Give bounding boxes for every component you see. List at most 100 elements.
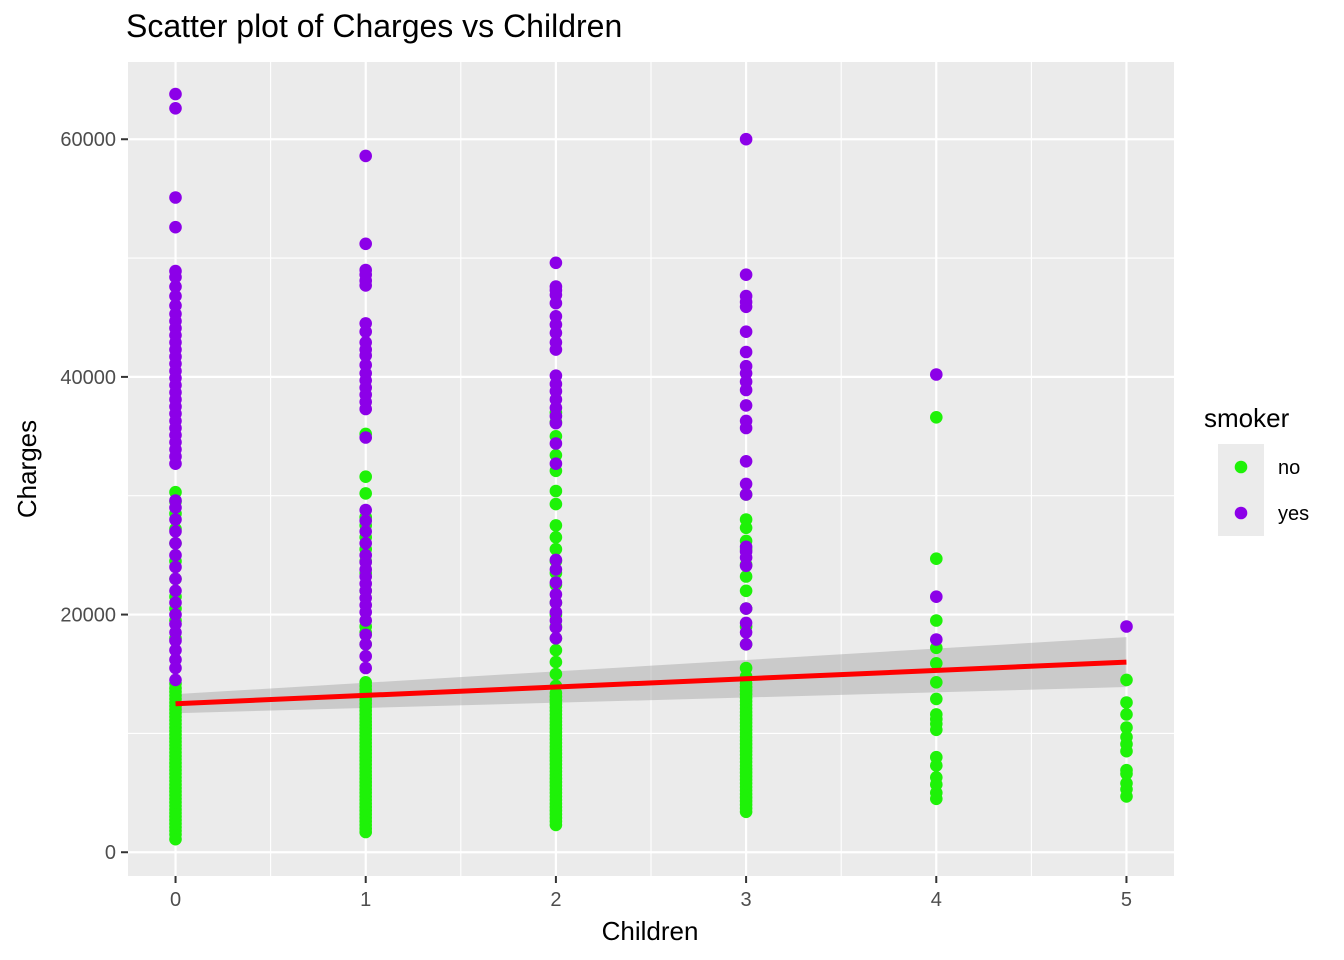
data-point-no	[1120, 777, 1133, 790]
data-point-yes	[739, 132, 753, 146]
data-point-no	[930, 657, 943, 670]
data-point-yes	[739, 638, 753, 651]
x-tick-label: 3	[741, 889, 752, 911]
data-point-yes	[549, 457, 563, 471]
series-yes	[169, 87, 1133, 687]
data-point-yes	[359, 358, 373, 372]
data-point-no	[930, 708, 943, 721]
y-axis: 0 20000 40000 60000	[60, 129, 128, 864]
data-point-yes	[739, 488, 753, 501]
data-point-yes	[549, 437, 563, 450]
data-point-yes	[359, 431, 373, 444]
data-point-no	[930, 614, 943, 627]
data-point-yes	[169, 643, 182, 657]
legend-dot-no	[1234, 460, 1248, 474]
data-point-yes	[169, 299, 182, 312]
data-point-no	[1120, 673, 1133, 687]
data-point-yes	[549, 336, 563, 349]
x-tick-label: 4	[931, 889, 942, 911]
data-point-yes	[549, 632, 563, 645]
data-point-no	[1120, 708, 1133, 721]
data-point-yes	[169, 289, 182, 303]
data-point-yes	[359, 263, 373, 277]
data-point-yes	[549, 588, 563, 601]
data-point-no	[549, 667, 563, 681]
data-point-yes	[549, 576, 563, 589]
data-point-yes	[739, 345, 753, 359]
legend-title: smoker	[1204, 403, 1290, 433]
data-point-yes	[739, 414, 753, 428]
data-point-no	[549, 497, 563, 511]
data-point-yes	[739, 477, 753, 491]
data-point-no	[739, 570, 753, 583]
data-point-yes	[930, 633, 943, 646]
data-point-yes	[739, 359, 753, 373]
data-point-no	[359, 676, 373, 689]
data-point-yes	[169, 102, 182, 115]
data-point-yes	[549, 280, 563, 293]
data-point-yes	[359, 317, 373, 330]
x-axis-title: Children	[602, 916, 699, 946]
fit-line-group	[175, 659, 1127, 707]
data-point-yes	[169, 608, 182, 621]
data-point-yes	[359, 237, 373, 251]
data-point-yes	[169, 596, 182, 609]
x-tick-label: 2	[550, 889, 561, 911]
data-point-no	[549, 655, 563, 669]
y-tick-label: 60000	[60, 129, 116, 151]
data-point-yes	[1120, 620, 1133, 633]
data-point-yes	[739, 325, 753, 339]
data-point-yes	[169, 548, 182, 562]
data-point-yes	[549, 310, 563, 323]
data-point-no	[1120, 696, 1133, 709]
y-tick-label: 20000	[60, 605, 116, 627]
data-point-yes	[359, 628, 373, 642]
data-point-yes	[930, 368, 943, 381]
data-point-no	[930, 411, 943, 424]
x-axis: 0 1 2 3 4 5	[170, 876, 1132, 911]
data-point-yes	[359, 537, 373, 550]
data-point-yes	[359, 548, 373, 562]
legend-label-no: no	[1278, 457, 1300, 479]
data-point-yes	[169, 653, 182, 666]
legend-label-yes: yes	[1278, 503, 1309, 525]
data-point-yes	[930, 590, 943, 603]
data-point-no	[1120, 730, 1133, 744]
data-point-no	[549, 519, 563, 532]
data-point-yes	[359, 525, 373, 538]
data-point-yes	[549, 563, 563, 576]
data-point-yes	[739, 626, 753, 639]
data-point-no	[549, 531, 563, 544]
data-point-yes	[549, 256, 563, 270]
data-point-yes	[169, 584, 182, 598]
data-point-no	[1120, 721, 1133, 734]
data-point-yes	[169, 494, 182, 507]
data-point-no	[930, 676, 943, 689]
data-point-no	[930, 692, 943, 706]
data-point-yes	[169, 220, 182, 234]
data-point-yes	[739, 289, 753, 303]
data-point-no	[930, 552, 943, 565]
data-point-yes	[739, 455, 753, 468]
data-point-yes	[739, 540, 753, 554]
data-point-yes	[359, 503, 373, 517]
data-point-yes	[739, 399, 753, 412]
data-point-yes	[359, 336, 373, 349]
data-point-yes	[169, 572, 182, 586]
data-point-yes	[739, 616, 753, 630]
y-tick-label: 40000	[60, 367, 116, 389]
data-point-yes	[359, 649, 373, 663]
data-point-yes	[169, 280, 182, 293]
data-point-yes	[359, 661, 373, 675]
data-point-no	[359, 470, 373, 484]
data-point-no	[549, 484, 563, 498]
x-tick-label: 1	[360, 889, 371, 911]
data-point-yes	[169, 525, 182, 538]
data-point-yes	[169, 264, 182, 278]
data-point-no	[359, 487, 373, 500]
data-point-yes	[739, 268, 753, 282]
data-point-yes	[169, 537, 182, 550]
data-point-no	[739, 584, 753, 598]
data-point-yes	[359, 638, 373, 651]
